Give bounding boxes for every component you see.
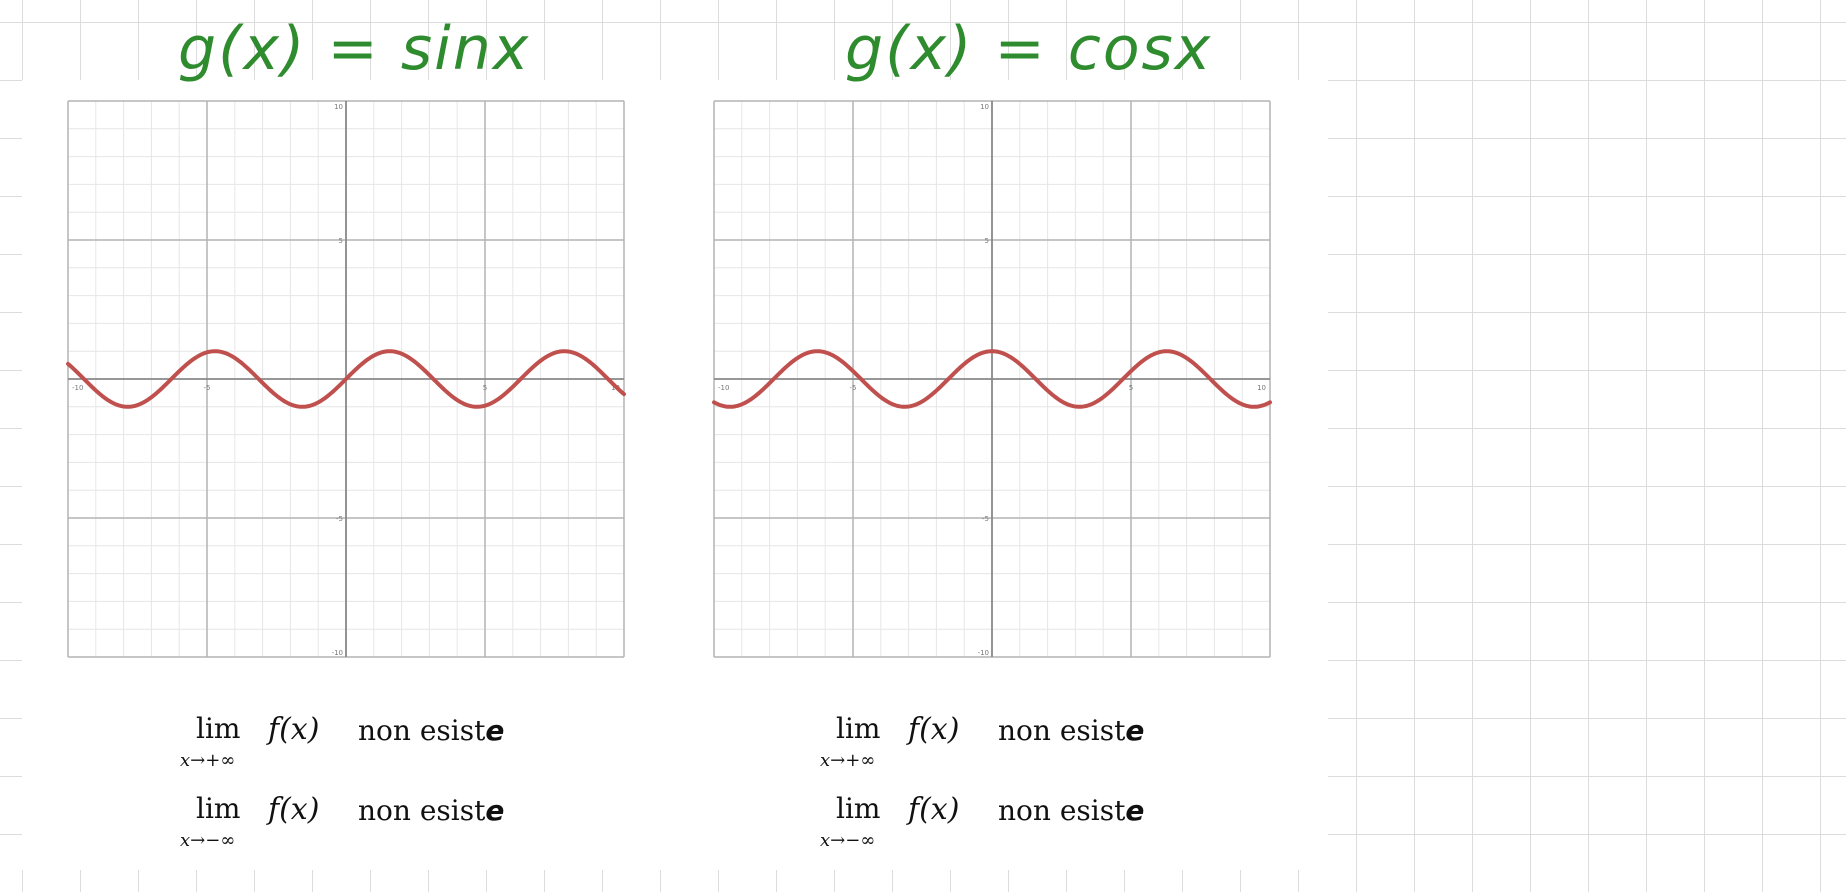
lim-symbol: lim <box>196 792 241 825</box>
lim-result-handwritten-letter: e <box>485 794 505 827</box>
worksheet-area <box>22 80 1328 870</box>
cos-plot: -10 -5 5 10 -10 -5 5 10 <box>712 100 1272 658</box>
lim-result-handwritten-letter: e <box>1125 794 1145 827</box>
x-tick-label: -5 <box>204 384 211 392</box>
lim-result-handwritten-letter: e <box>485 714 505 747</box>
lim-result-text: non esist <box>358 714 486 747</box>
x-tick-label: -5 <box>850 384 857 392</box>
x-tick-label: 10 <box>1257 384 1266 392</box>
lim-symbol: lim <box>836 792 881 825</box>
lim-function: f(x) <box>908 792 960 827</box>
y-tick-label: -5 <box>982 515 989 523</box>
limit-sin-minus-infinity: lim x→−∞ f(x) non esiste <box>180 792 600 862</box>
x-tick-label: -10 <box>718 384 729 392</box>
y-tick-label: 10 <box>334 103 343 111</box>
x-tick-label: -10 <box>72 384 83 392</box>
lim-function: f(x) <box>268 792 320 827</box>
limit-sin-plus-infinity: lim x→+∞ f(x) non esiste <box>180 712 600 782</box>
lim-result: non esiste <box>358 794 504 827</box>
lim-result-text: non esist <box>998 714 1126 747</box>
lim-subscript: x→−∞ <box>820 830 876 851</box>
lim-result-handwritten-letter: e <box>1125 714 1145 747</box>
y-tick-label: 5 <box>985 237 989 245</box>
lim-subscript: x→+∞ <box>820 750 876 771</box>
lim-result: non esiste <box>998 714 1144 747</box>
lim-function: f(x) <box>908 712 960 747</box>
y-tick-label: -5 <box>336 515 343 523</box>
limit-cos-minus-infinity: lim x→−∞ f(x) non esiste <box>820 792 1240 862</box>
lim-subscript: x→+∞ <box>180 750 236 771</box>
series-line-cos <box>712 349 1272 409</box>
lim-result: non esiste <box>358 714 504 747</box>
y-tick-label: 10 <box>980 103 989 111</box>
lim-result-text: non esist <box>998 794 1126 827</box>
lim-result: non esiste <box>998 794 1144 827</box>
chart-title-cos: g(x) = cosx <box>845 14 1213 84</box>
lim-subscript: x→−∞ <box>180 830 236 851</box>
x-tick-label: 5 <box>1129 384 1133 392</box>
lim-symbol: lim <box>196 712 241 745</box>
x-tick-label: 5 <box>483 384 487 392</box>
y-tick-label: -10 <box>332 649 343 657</box>
y-tick-label: -10 <box>978 649 989 657</box>
limit-cos-plus-infinity: lim x→+∞ f(x) non esiste <box>820 712 1240 782</box>
lim-symbol: lim <box>836 712 881 745</box>
lim-result-text: non esist <box>358 794 486 827</box>
chart-title-sin: g(x) = sinx <box>178 14 531 84</box>
y-tick-label: 5 <box>339 237 343 245</box>
series-line-sin <box>66 349 626 409</box>
lim-function: f(x) <box>268 712 320 747</box>
